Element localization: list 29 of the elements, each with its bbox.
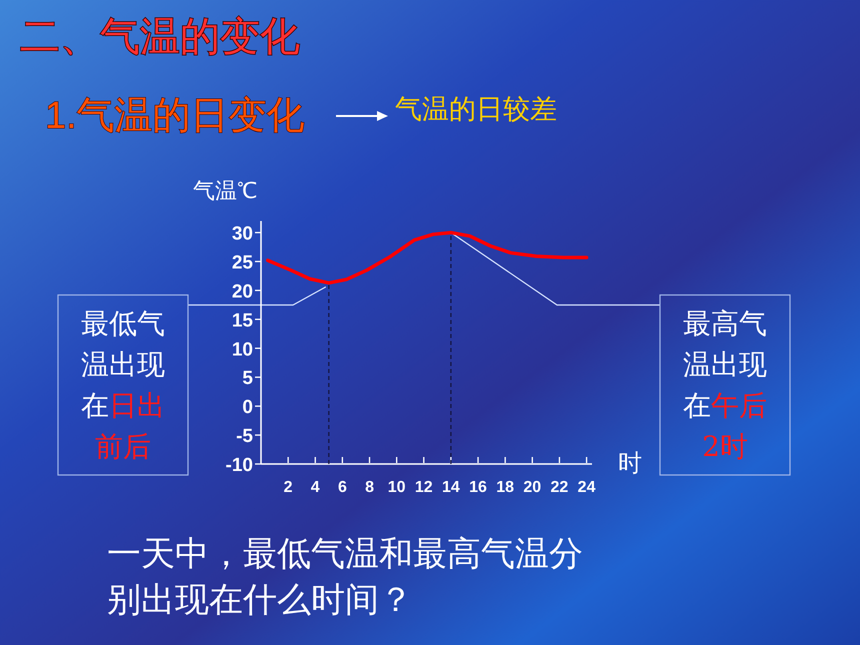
x-tick-label: 22 xyxy=(550,479,568,496)
y-tick-label: -10 xyxy=(226,455,253,476)
text: 一天中，最低气温和最高气温分别出现在什么时间？ xyxy=(107,535,583,619)
y-tick-label: -5 xyxy=(236,426,254,448)
y-tick-label: 10 xyxy=(232,339,253,360)
annotation: 最低气温出现在日出前后 xyxy=(81,307,165,463)
text: 气温的日较差 xyxy=(395,94,557,124)
x-tick-label: 6 xyxy=(338,479,347,496)
x-tick-label: 4 xyxy=(310,479,320,496)
y-tick-label: 0 xyxy=(242,397,253,418)
y-tick-label: 15 xyxy=(232,310,254,332)
x-axis-title: 时 xyxy=(618,450,642,477)
x-tick-label: 12 xyxy=(414,479,433,496)
y-tick-label: 20 xyxy=(232,281,253,302)
y-tick-label: 5 xyxy=(242,368,254,390)
x-tick-label: 20 xyxy=(523,479,542,496)
y-axis-title: 气温℃ xyxy=(193,178,257,203)
x-tick-label: 14 xyxy=(442,479,460,496)
x-tick-label: 10 xyxy=(388,479,406,496)
y-tick-label: 25 xyxy=(232,252,254,274)
x-tick-label: 16 xyxy=(469,479,488,496)
x-tick-label: 8 xyxy=(365,479,374,496)
chart-title: 二、气温的变化 xyxy=(20,15,300,59)
x-tick-label: 24 xyxy=(578,479,596,496)
annotation: 最高气温出现在午后2时 xyxy=(683,307,767,463)
x-tick-label: 2 xyxy=(284,479,293,496)
x-tick-label: 18 xyxy=(496,479,514,496)
y-tick-label: 30 xyxy=(232,224,253,245)
chart-subtitle: 1.气温的日变化 xyxy=(45,95,305,137)
